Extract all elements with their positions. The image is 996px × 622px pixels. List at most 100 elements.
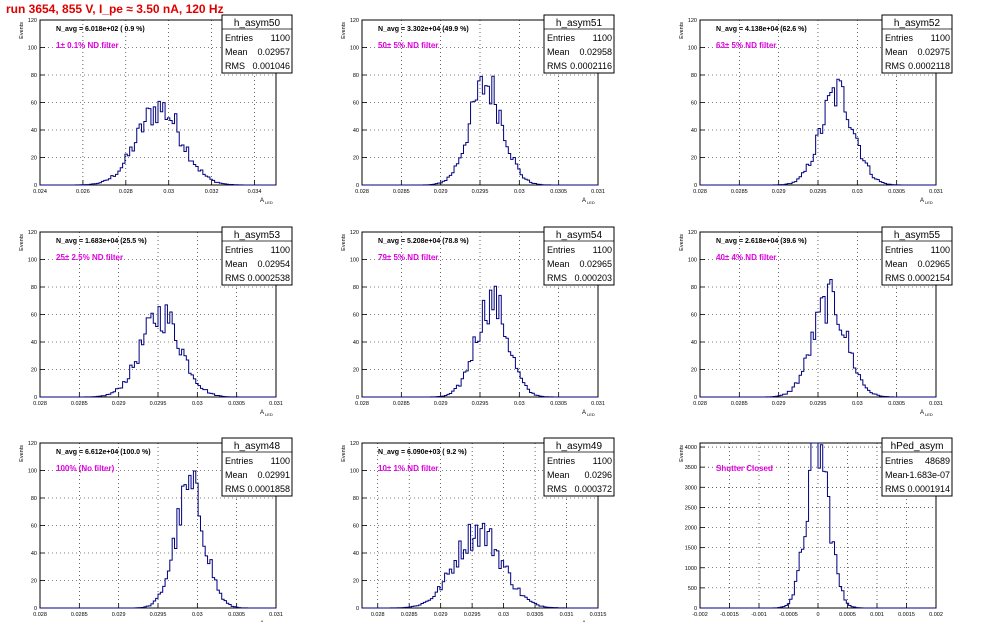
x-tick-label: 0.031 [269, 401, 283, 407]
stats-value: 0.02954 [257, 259, 290, 269]
x-tick-label: 0.028 [693, 189, 707, 195]
y-tick-label: 1000 [685, 566, 697, 572]
y-tick-label: 100 [28, 46, 37, 52]
y-tick-label: 40 [691, 128, 697, 134]
stats-value: 0.0002154 [907, 273, 950, 283]
stats-key: RMS [547, 484, 567, 494]
panel-h_asym50: 0 20 40 60 80 100 120 0.024 0.026 0.028 0.03 0.032 0… [19, 14, 293, 205]
x-axis-label: A [920, 410, 924, 416]
y-tick-label: 20 [353, 368, 359, 374]
histogram-line [700, 442, 936, 609]
stats-value: 1100 [931, 245, 950, 255]
stats-key: Entries [885, 245, 914, 255]
x-axis-label: A [920, 198, 924, 204]
y-axis-label: Events [19, 445, 25, 462]
filter-label: 25± 2.5% ND filter [56, 253, 123, 262]
panel-h_asym52: 0 20 40 60 80 100 120 0.028 0.0285 0.029 0.0295 0.0… [679, 14, 953, 205]
stats-key: RMS [885, 273, 905, 283]
stats-value: 0.0002118 [908, 61, 950, 71]
x-tick-label: 0.0305 [888, 189, 905, 195]
y-axis-label: Events [679, 234, 685, 251]
x-tick-label: 0.031 [269, 612, 283, 618]
x-tick-label: 0.03 [192, 401, 203, 407]
y-tick-label: 500 [688, 586, 697, 592]
x-tick-label: 0.0305 [550, 401, 567, 407]
x-axis-label-sub: LED [925, 200, 933, 205]
x-tick-label: 0.0295 [150, 612, 167, 618]
y-tick-label: 20 [31, 368, 37, 374]
y-tick-label: 80 [353, 285, 359, 291]
stats-value: -1.683e-07 [906, 470, 950, 480]
y-tick-label: 60 [691, 313, 697, 319]
y-tick-label: 0 [356, 606, 359, 612]
x-tick-label: 0.0315 [590, 612, 607, 618]
y-tick-label: 2500 [685, 505, 697, 511]
x-tick-label: 0.03 [498, 612, 509, 618]
histogram-name: h_asym53 [234, 230, 281, 241]
x-tick-label: 0.0305 [228, 612, 245, 618]
y-axis-label: Events [679, 22, 685, 39]
y-tick-label: 80 [691, 73, 697, 79]
y-tick-label: 120 [350, 441, 359, 447]
x-tick-label: 0.03 [514, 401, 525, 407]
y-tick-label: 100 [28, 258, 37, 264]
stats-key: Entries [885, 456, 914, 466]
y-tick-label: 120 [688, 18, 697, 24]
y-tick-label: 80 [353, 496, 359, 502]
stats-box [881, 437, 953, 497]
stats-key: RMS [225, 484, 245, 494]
x-tick-label: 0.0295 [472, 189, 489, 195]
y-tick-label: 120 [688, 230, 697, 236]
stats-key: Mean [547, 259, 570, 269]
y-axis-label: Events [19, 22, 25, 39]
stats-value: 0.02965 [917, 259, 950, 269]
stats-value: 0.02958 [579, 47, 612, 57]
y-tick-label: 3000 [685, 485, 697, 491]
stats-box [543, 14, 615, 74]
stats-key: RMS [547, 61, 567, 71]
x-axis-label: A [260, 198, 264, 204]
x-tick-label: 0 [816, 612, 819, 618]
stats-key: Entries [547, 245, 576, 255]
y-tick-label: 80 [31, 285, 37, 291]
stats-value: 1100 [271, 456, 290, 466]
y-tick-label: 0 [34, 395, 37, 401]
stats-key: Mean [225, 47, 248, 57]
filter-label: Shutter Closed [716, 464, 773, 473]
stats-value: 0.02965 [579, 259, 612, 269]
stats-box [881, 226, 953, 286]
stats-box [221, 437, 293, 497]
y-tick-label: 40 [353, 340, 359, 346]
histogram-name: h_asym48 [234, 441, 281, 452]
histogram-name: h_asym55 [894, 230, 941, 241]
x-tick-label: 0.029 [434, 189, 448, 195]
stats-box [221, 226, 293, 286]
stats-value: 48689 [925, 456, 950, 466]
stats-value: 1100 [271, 33, 290, 43]
stats-value: 0.000372 [574, 484, 612, 494]
histogram-name: hPed_asym [891, 441, 944, 452]
x-tick-label: 0.028 [371, 612, 385, 618]
x-axis-label: A [260, 410, 264, 416]
histogram-name: h_asym49 [556, 441, 603, 452]
stats-value: 1100 [593, 33, 612, 43]
y-tick-label: 80 [31, 496, 37, 502]
x-tick-label: 0.029 [772, 401, 786, 407]
x-tick-label: 0.0015 [898, 612, 915, 618]
y-axis-label: Events [19, 234, 25, 251]
x-tick-label: 0.0005 [839, 612, 856, 618]
stats-box [543, 437, 615, 497]
histogram-name: h_asym51 [556, 18, 603, 29]
x-tick-label: 0.031 [929, 401, 943, 407]
stats-box [221, 14, 293, 74]
x-tick-label: 0.03 [163, 189, 174, 195]
x-tick-label: 0.028 [33, 401, 47, 407]
histogram-line [362, 75, 598, 186]
y-tick-label: 20 [353, 579, 359, 585]
y-tick-label: 40 [353, 128, 359, 134]
y-axis-label: Events [341, 22, 347, 39]
y-tick-label: 0 [34, 606, 37, 612]
navg-label: N_avg = 4.138e+04 (62.6 %) [716, 26, 807, 33]
y-tick-label: 0 [34, 183, 37, 189]
y-tick-label: 120 [350, 18, 359, 24]
